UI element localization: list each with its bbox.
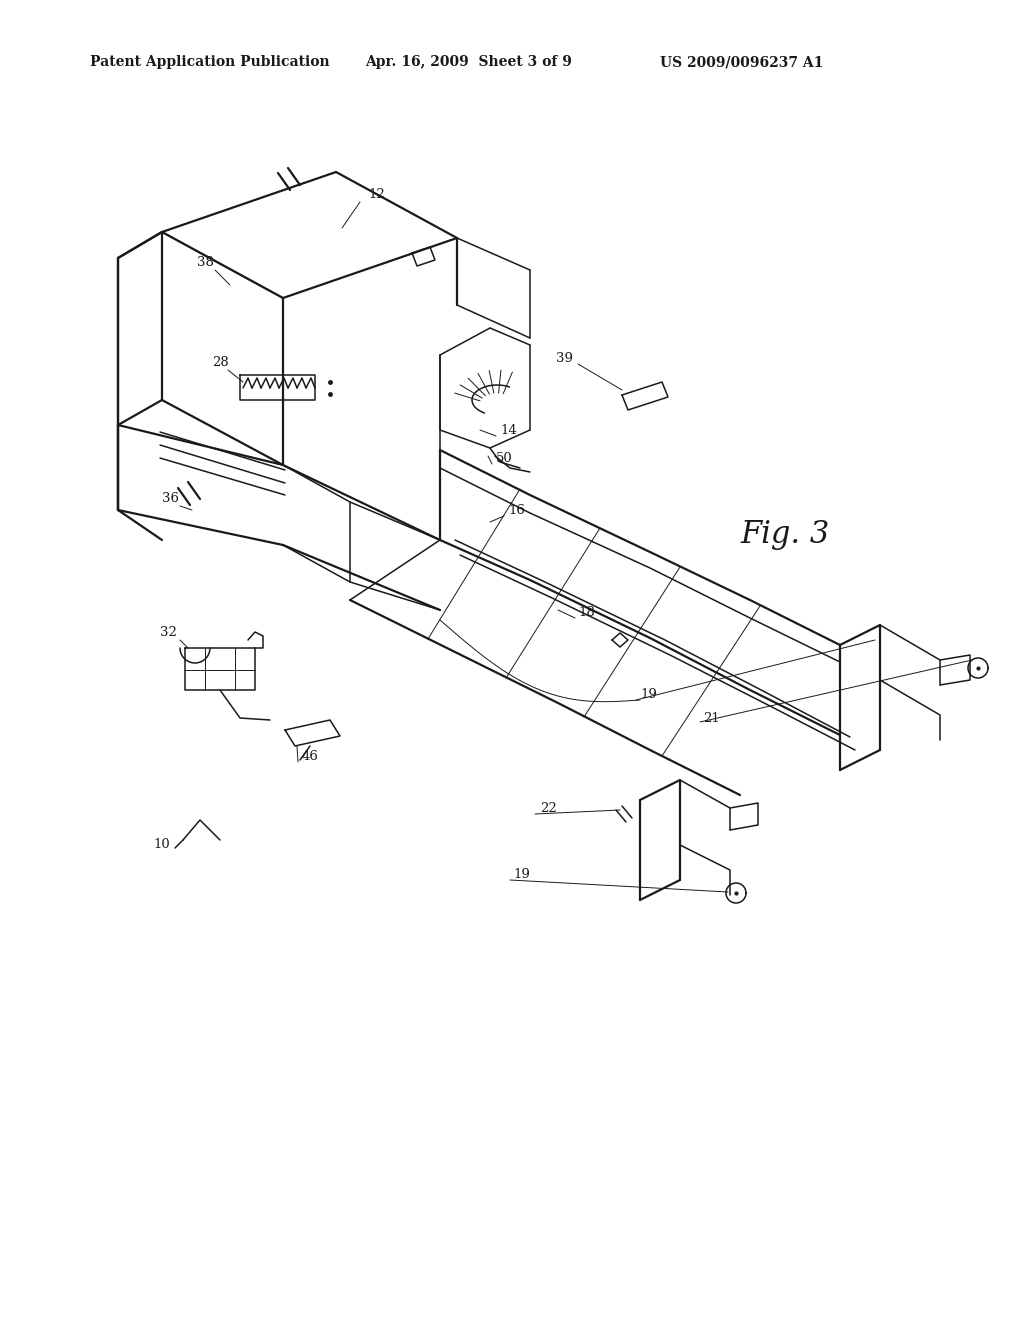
Text: 22: 22 xyxy=(540,801,557,814)
Text: 38: 38 xyxy=(197,256,214,268)
Text: 19: 19 xyxy=(513,869,529,882)
Text: 10: 10 xyxy=(154,838,170,851)
Text: 32: 32 xyxy=(160,626,177,639)
Text: 50: 50 xyxy=(496,451,513,465)
Text: 18: 18 xyxy=(578,606,595,619)
Text: Fig. 3: Fig. 3 xyxy=(740,520,829,550)
Text: US 2009/0096237 A1: US 2009/0096237 A1 xyxy=(660,55,823,69)
Text: 28: 28 xyxy=(212,355,228,368)
Text: 46: 46 xyxy=(302,750,318,763)
Text: Patent Application Publication: Patent Application Publication xyxy=(90,55,330,69)
Text: 21: 21 xyxy=(703,711,720,725)
Text: Apr. 16, 2009  Sheet 3 of 9: Apr. 16, 2009 Sheet 3 of 9 xyxy=(365,55,571,69)
Text: 14: 14 xyxy=(500,424,517,437)
Text: 12: 12 xyxy=(368,189,385,202)
Text: 16: 16 xyxy=(508,503,525,516)
Text: 36: 36 xyxy=(162,491,179,504)
Text: 19: 19 xyxy=(640,689,656,701)
Text: 39: 39 xyxy=(556,351,573,364)
